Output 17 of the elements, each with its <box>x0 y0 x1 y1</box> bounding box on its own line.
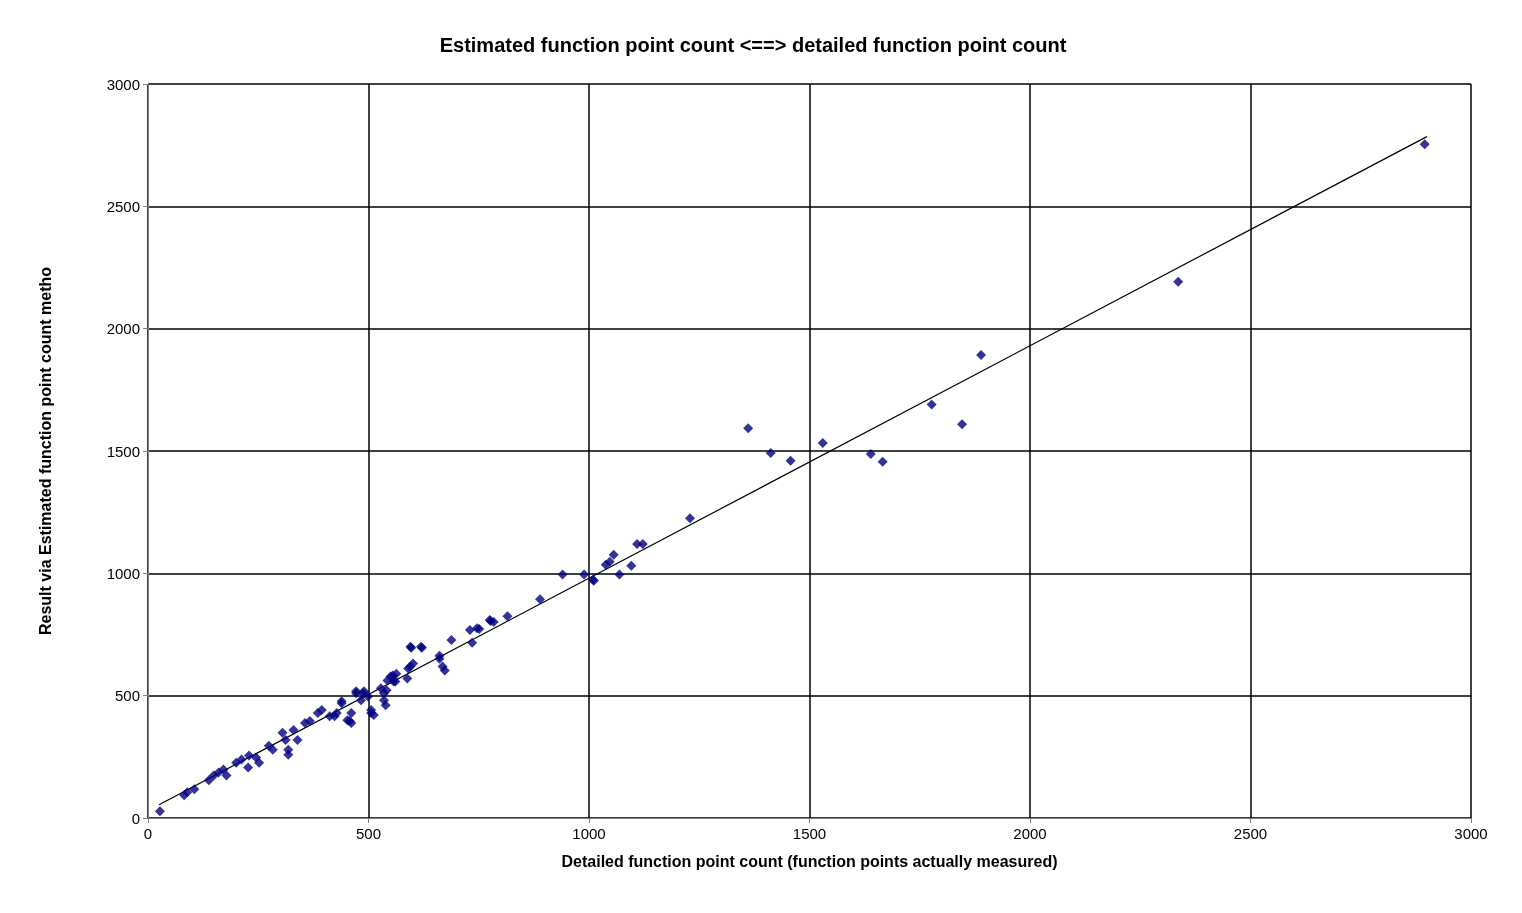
x-tick-label: 1500 <box>792 825 827 842</box>
x-axis-title: Detailed function point count (function points actually measured) <box>561 852 1058 870</box>
chart-title: Estimated function point count <==> detailed function point count <box>439 34 1067 56</box>
y-tick-label: 1000 <box>106 564 140 582</box>
y-tick-label: 0 <box>131 809 140 827</box>
y-tick-label: 3000 <box>106 75 140 93</box>
y-tick-label: 500 <box>114 687 140 705</box>
x-tick-label: 2500 <box>1233 825 1268 842</box>
x-tick-label: 0 <box>143 825 153 842</box>
x-tick-label: 1000 <box>572 825 606 842</box>
x-tick-label: 3000 <box>1454 825 1488 842</box>
y-tick-label: 2000 <box>106 320 140 338</box>
x-tick-label: 500 <box>355 825 382 842</box>
y-tick-label: 1500 <box>106 442 140 460</box>
x-tick-label: 2000 <box>1013 825 1047 842</box>
y-tick-label: 2500 <box>106 197 140 215</box>
y-axis-title: Result via Estimated function point count metho <box>36 266 54 636</box>
